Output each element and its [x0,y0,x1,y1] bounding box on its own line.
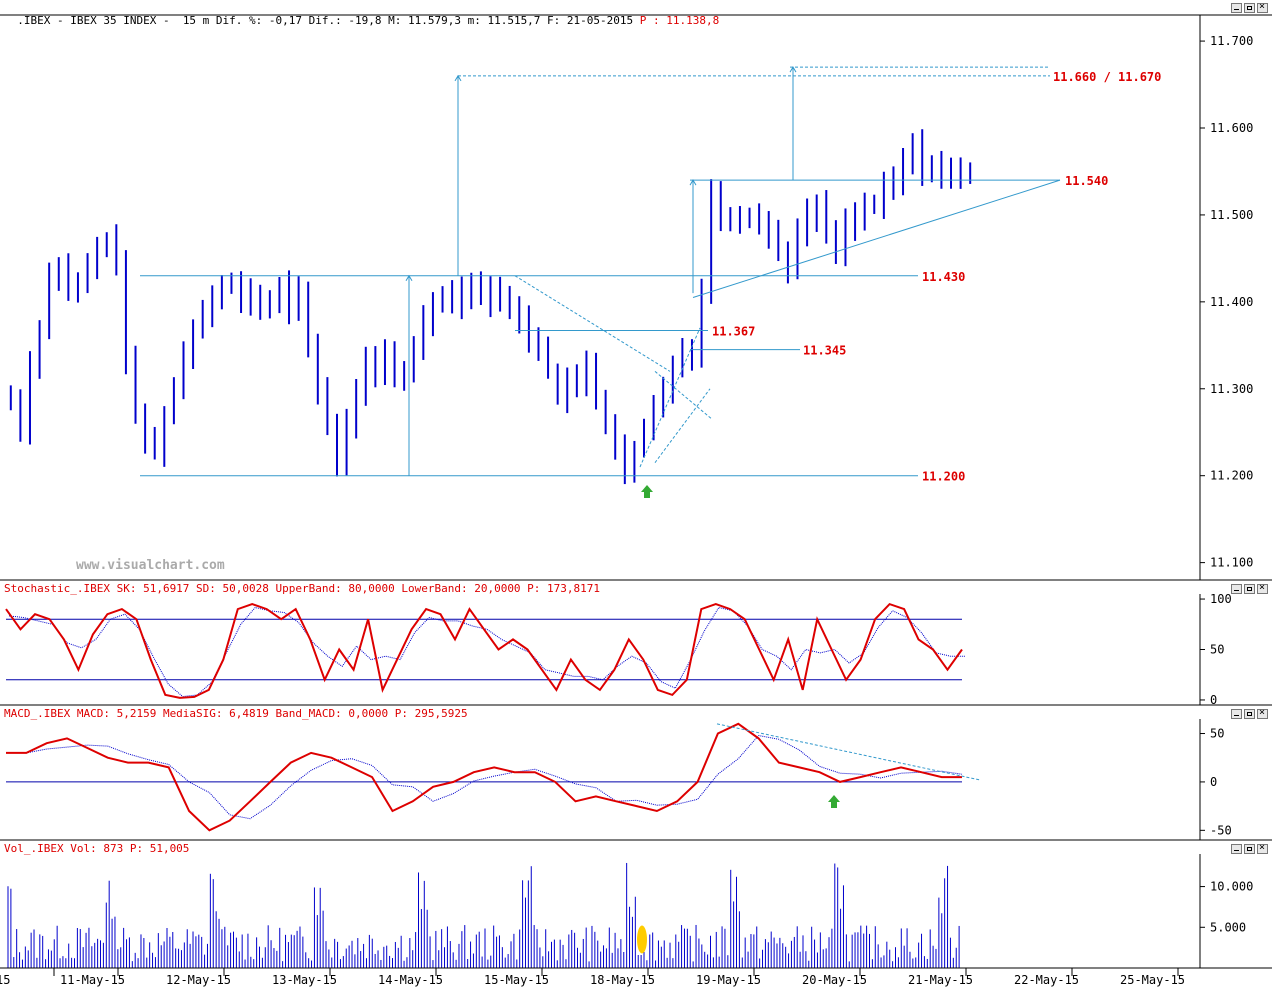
date-tick-label-5: 15-May-15 [484,973,549,987]
macd-y-axis: 50 0 -50 [1200,727,1232,837]
level-label-11430: 11.430 [922,270,965,284]
macd-minimize-button[interactable] [1231,709,1242,719]
macd-series [6,722,981,832]
measure-arrow-range-head [405,274,413,282]
level-label-11367: 11.367 [712,325,755,339]
price-maximize-button[interactable] [1244,3,1255,13]
vol-highlight [637,925,647,954]
vol-tick-label-1: 5.000 [1210,920,1246,934]
price-tick-label-1: 11.600 [1210,121,1253,135]
level-label-11200: 11.200 [922,470,965,484]
stoch-series [5,602,965,699]
date-tick-label-8: 20-May-15 [802,973,867,987]
date-tick-label-4: 14-May-15 [378,973,443,987]
price-tick-label-2: 11.500 [1210,208,1253,222]
macd-tick-label-0: 50 [1210,727,1224,741]
macd-line [6,722,962,832]
rising-channel-lower [654,388,711,463]
price-tick-label-6: 11.100 [1210,556,1253,570]
macd-tick-label-2: -50 [1210,823,1232,837]
channel-cross-line [654,371,713,420]
stoch-minimize-button[interactable] [1231,584,1242,594]
price-tick-label-4: 11.300 [1210,382,1253,396]
stoch-title: Stochastic_.IBEX SK: 51,6917 SD: 50,0028… [4,582,601,595]
price-title-main: .IBEX - IBEX 35 INDEX - 15 m Dif. %: -0,… [17,14,634,27]
date-tick-label-11: 25-May-15 [1120,973,1185,987]
date-tick-label-0: 15 [0,973,10,987]
vol-maximize-button[interactable] [1244,844,1255,854]
price-title: .IBEX - IBEX 35 INDEX - 15 m Dif. %: -0,… [4,1,719,27]
vol-title: Vol_.IBEX Vol: 873 P: 51,005 [4,842,190,855]
descending-channel-line [514,275,671,372]
macd-signal-line [6,734,963,820]
vol-y-axis: 10.000 5.000 [1200,880,1253,934]
macd-tick-label-1: 0 [1210,775,1217,789]
price-close-button[interactable] [1257,1,1268,13]
level-label-11345: 11.345 [803,344,846,358]
rising-channel-upper [639,327,701,468]
stoch-y-axis: 100 50 0 [1200,592,1232,707]
date-tick-label-3: 13-May-15 [272,973,337,987]
date-tick-label-9: 21-May-15 [908,973,973,987]
price-annotations: 11.660 / 11.670 11.540 11.430 11.367 11.345 1… [140,66,1161,808]
macd-signal-arrow-icon [828,795,840,808]
macd-divergence-line [716,723,981,781]
date-tick-label-10: 22-May-15 [1014,973,1079,987]
target-arrow-1-head [454,74,462,82]
price-tick-label-3: 11.400 [1210,295,1253,309]
date-tick-label-6: 18-May-15 [590,973,655,987]
price-tick-label-0: 11.700 [1210,34,1253,48]
price-minimize-button[interactable] [1231,3,1242,13]
watermark: www.visualchart.com [76,558,225,573]
vol-close-button[interactable] [1257,842,1268,854]
date-axis: 15 11-May-15 12-May-15 13-May-15 14-May-15 15… [0,968,1185,987]
stoch-maximize-button[interactable] [1244,584,1255,594]
level-label-11540: 11.540 [1065,174,1108,188]
buy-signal-arrow-icon [641,485,653,498]
stoch-tick-label-0: 100 [1210,592,1232,606]
vol-bars [7,862,960,968]
date-tick-label-7: 19-May-15 [696,973,761,987]
price-candles [9,129,972,485]
level-label-1166011670: 11.660 / 11.670 [1053,70,1161,84]
stoch-tick-label-2: 0 [1210,693,1217,707]
target-arrow-2-head [789,66,797,73]
date-tick-label-1: 11-May-15 [60,973,125,987]
stoch-sk-line [5,602,963,699]
stoch-sd-line [8,606,965,698]
macd-title: MACD_.IBEX MACD: 5,2159 MediaSIG: 6,4819… [4,707,468,720]
vol-minimize-button[interactable] [1231,844,1242,854]
price-title-p: P : 11.138,8 [633,14,720,27]
stoch-close-button[interactable] [1257,582,1268,594]
macd-close-button[interactable] [1257,707,1268,719]
gap-arrow-head [689,179,697,186]
price-tick-label-5: 11.200 [1210,469,1253,483]
price-y-axis: 11.700 11.600 11.500 11.400 11.300 11.200 11.1… [1200,34,1253,570]
date-tick-label-2: 12-May-15 [166,973,231,987]
stoch-tick-label-1: 50 [1210,643,1224,657]
macd-maximize-button[interactable] [1244,709,1255,719]
ascending-trendline [692,179,1061,298]
vol-tick-label-0: 10.000 [1210,880,1253,894]
